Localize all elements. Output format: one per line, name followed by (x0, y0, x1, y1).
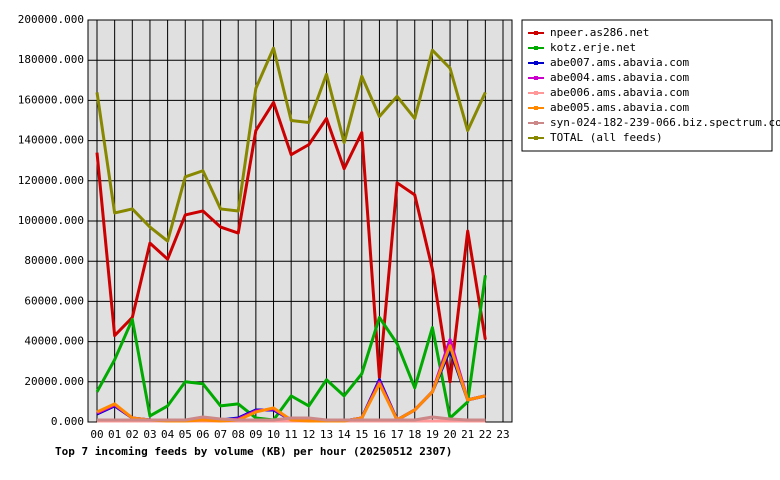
legend-swatch-dot (534, 76, 538, 80)
legend-box (521, 19, 773, 152)
x-tick-label: 04 (161, 428, 175, 441)
x-tick-label: 10 (267, 428, 280, 441)
y-tick-label: 200000.000 (18, 13, 84, 26)
legend-label: abe004.ams.abavia.com (550, 71, 689, 84)
legend-label: abe005.ams.abavia.com (550, 101, 689, 114)
y-tick-label: 60000.000 (24, 294, 84, 307)
y-tick-label: 80000.000 (24, 254, 84, 267)
legend-swatch-dot (534, 121, 538, 125)
x-tick-label: 14 (338, 428, 352, 441)
legend-swatch-dot (534, 61, 538, 65)
chart-title: Top 7 incoming feeds by volume (KB) per … (55, 445, 452, 458)
legend-label: kotz.erje.net (550, 41, 636, 54)
x-tick-label: 12 (302, 428, 315, 441)
x-tick-label: 08 (232, 428, 245, 441)
x-tick-label: 07 (214, 428, 227, 441)
series-line (97, 415, 486, 422)
series-line (95, 46, 487, 243)
x-tick-label: 05 (179, 428, 192, 441)
x-tick-label: 02 (126, 428, 139, 441)
x-tick-label: 23 (496, 428, 509, 441)
x-tick-label: 03 (143, 428, 156, 441)
x-tick-label: 19 (426, 428, 439, 441)
x-tick-label: 20 (443, 428, 456, 441)
legend-label: abe007.ams.abavia.com (550, 56, 689, 69)
y-tick-label: 100000.000 (18, 214, 84, 227)
x-tick-label: 09 (249, 428, 262, 441)
legend-swatch-dot (534, 91, 538, 95)
x-tick-label: 06 (196, 428, 209, 441)
legend-swatch-dot (534, 31, 538, 35)
x-tick-label: 17 (390, 428, 403, 441)
series-line (95, 275, 487, 422)
y-tick-label: 120000.000 (18, 174, 84, 187)
y-tick-label: 180000.000 (18, 53, 84, 66)
x-tick-label: 15 (355, 428, 368, 441)
x-tick-label: 00 (90, 428, 103, 441)
x-tick-label: 22 (479, 428, 492, 441)
legend-label: syn-024-182-239-066.biz.spectrum.com (550, 116, 780, 129)
legend-label: abe006.ams.abavia.com (550, 86, 689, 99)
x-tick-label: 18 (408, 428, 421, 441)
legend-swatch-dot (534, 106, 538, 110)
x-tick-label: 21 (461, 428, 474, 441)
x-tick-label: 16 (373, 428, 386, 441)
y-tick-label: 140000.000 (18, 134, 84, 147)
legend-swatch-dot (534, 136, 538, 140)
legend-swatch-dot (534, 46, 538, 50)
y-tick-label: 0.000 (51, 415, 84, 428)
legend-label: npeer.as286.net (550, 26, 649, 39)
series-line (95, 100, 487, 384)
x-tick-label: 01 (108, 428, 121, 441)
x-tick-label: 11 (285, 428, 298, 441)
legend-label: TOTAL (all feeds) (550, 131, 663, 144)
y-tick-label: 20000.000 (24, 375, 84, 388)
y-tick-label: 160000.000 (18, 93, 84, 106)
y-tick-label: 40000.000 (24, 335, 84, 348)
x-tick-label: 13 (320, 428, 333, 441)
